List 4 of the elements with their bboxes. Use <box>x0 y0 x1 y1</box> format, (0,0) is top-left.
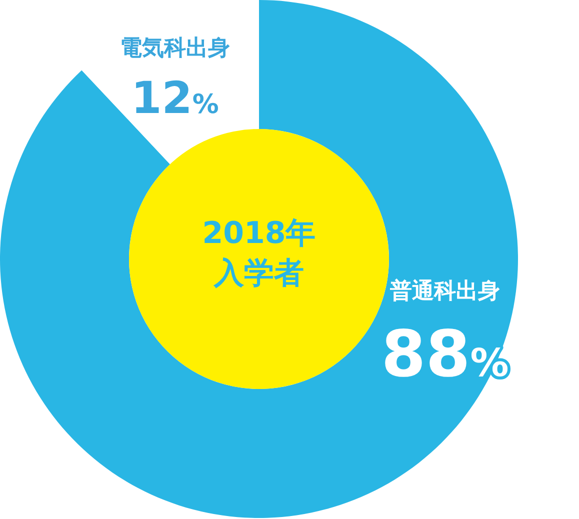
slice-label: 普通科出身 <box>389 278 500 304</box>
data-label: 12% <box>131 73 219 124</box>
slice-label: 電気科出身 <box>120 36 230 61</box>
text: 2018年入学者 <box>201 215 317 293</box>
